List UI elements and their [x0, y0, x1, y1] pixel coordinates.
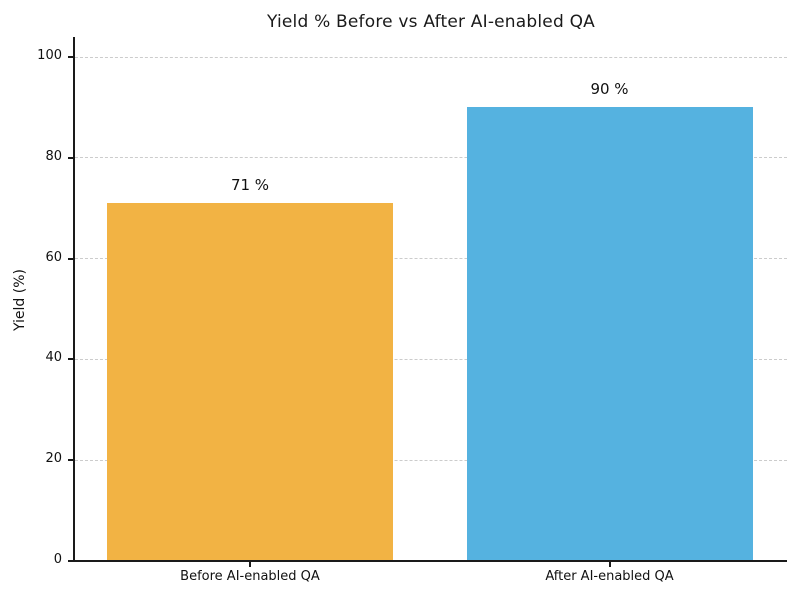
y-tick-mark-80 [68, 156, 73, 159]
bar-value-label-after: 90 % [590, 80, 629, 99]
gridline-y20 [75, 459, 787, 461]
y-tick-mark-0 [68, 560, 73, 562]
y-axis-label: Yield (%) [12, 269, 28, 332]
y-tick-label-0: 0 [53, 552, 62, 567]
y-tick-mark-20 [68, 459, 73, 462]
y-tick-label-80: 80 [45, 148, 62, 164]
y-tick-label-100: 100 [37, 48, 62, 63]
x-tick-label-after: After AI-enabled QA [545, 569, 674, 584]
gridline-y80 [75, 157, 787, 159]
gridline-y100 [75, 56, 787, 58]
y-tick-mark-60 [68, 257, 73, 260]
x-tick-label-before: Before AI-enabled QA [180, 569, 320, 584]
bar-value-label-before: 71 % [230, 176, 270, 195]
bar-before [107, 203, 393, 560]
y-tick-mark-40 [68, 358, 73, 361]
gridline-y40 [75, 358, 787, 360]
x-axis-spine [73, 560, 787, 562]
y-tick-mark-100 [68, 56, 73, 58]
x-tick-mark-0 [249, 562, 251, 567]
gridline-y60 [75, 258, 787, 260]
y-axis-spine [73, 37, 75, 562]
y-tick-label-40: 40 [45, 350, 62, 366]
x-tick-mark-1 [608, 562, 611, 567]
y-tick-label-60: 60 [45, 249, 62, 265]
y-tick-label-20: 20 [45, 451, 62, 467]
bar-after [466, 107, 753, 560]
chart-title: Yield % Before vs After AI-enabled QA [267, 12, 595, 32]
